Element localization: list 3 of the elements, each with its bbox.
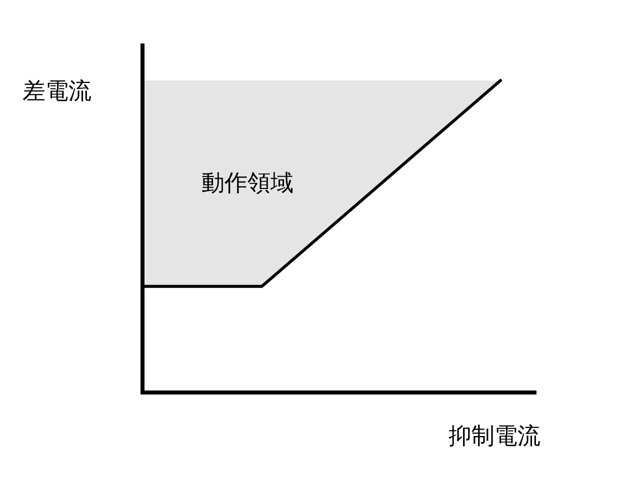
annotation: 動作領域 <box>202 170 294 196</box>
x-axis-title: 抑制電流 <box>448 424 540 450</box>
y-axis-title: 差電流 <box>22 78 92 104</box>
